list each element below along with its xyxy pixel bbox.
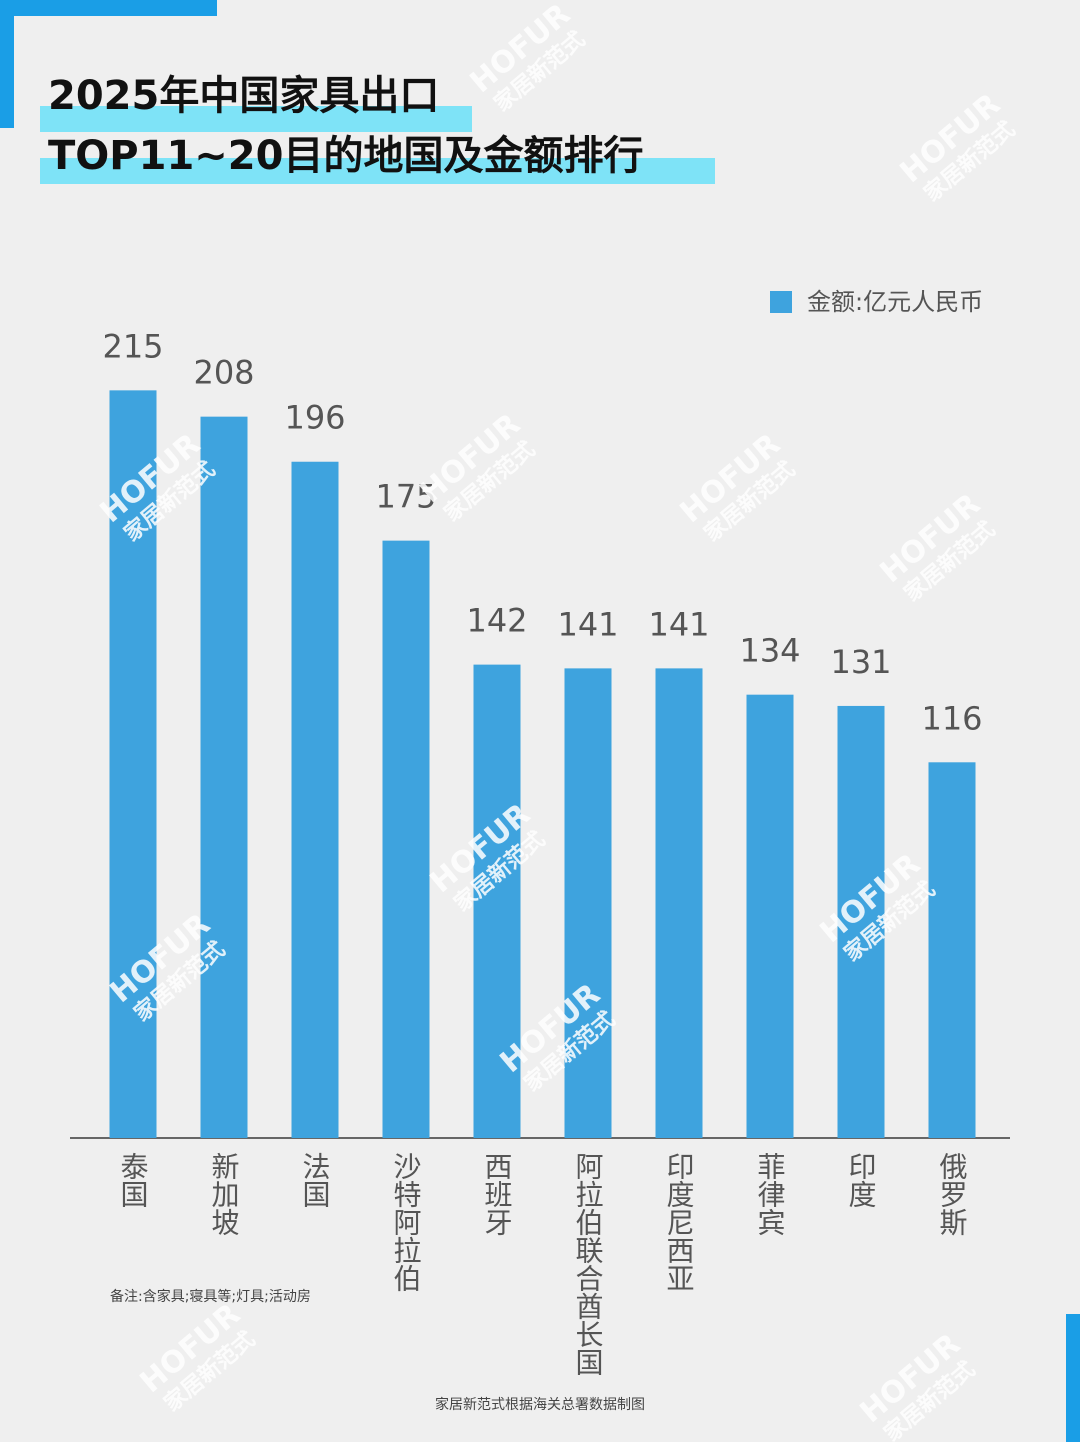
x-tick-label: 沙特阿拉伯: [390, 1152, 423, 1292]
legend-label: 金额:亿元人民币: [807, 288, 983, 316]
bar: [746, 694, 794, 1138]
chart-title: 2025年中国家具出口: [48, 73, 439, 119]
value-label: 116: [921, 699, 982, 737]
value-label: 131: [830, 643, 891, 681]
x-tick-label: 泰国: [117, 1152, 150, 1208]
value-label: 141: [648, 605, 709, 643]
bar: [837, 705, 885, 1138]
title-highlight: [40, 106, 472, 132]
bar: [655, 668, 703, 1138]
source: 家居新范式根据海关总署数据制图: [435, 1396, 645, 1413]
bar: [564, 668, 612, 1138]
x-tick-label: 阿拉伯联合酋长国: [572, 1152, 605, 1376]
x-tick-label: 西班牙: [481, 1152, 514, 1236]
value-label: 196: [284, 399, 345, 437]
value-label: 208: [193, 354, 254, 392]
value-label: 175: [375, 478, 436, 516]
bar: [473, 664, 521, 1138]
value-label: 134: [739, 632, 800, 670]
x-tick-label: 新加坡: [208, 1152, 241, 1236]
bar: [928, 762, 976, 1138]
bar: [382, 540, 430, 1138]
x-tick-label: 印度: [845, 1152, 878, 1208]
note: 备注:含家具;寝具等;灯具;活动房: [110, 1288, 311, 1305]
corner-decoration: [0, 0, 14, 128]
legend-swatch: [770, 291, 792, 313]
bar: [109, 390, 157, 1139]
bar: [200, 416, 248, 1139]
value-label: 142: [466, 602, 527, 640]
value-label: 215: [102, 327, 163, 365]
title-highlight: [40, 158, 715, 184]
x-tick-label: 法国: [299, 1152, 332, 1208]
value-label: 141: [557, 605, 618, 643]
bar: [291, 461, 339, 1139]
x-tick-label: 菲律宾: [754, 1152, 787, 1236]
x-tick-label: 印度尼西亚: [663, 1152, 696, 1292]
chart-subtitle: TOP11~20目的地国及金额排行: [48, 133, 643, 179]
x-tick-label: 俄罗斯: [936, 1152, 969, 1236]
corner-decoration: [0, 0, 217, 16]
corner-decoration: [1066, 1314, 1080, 1442]
